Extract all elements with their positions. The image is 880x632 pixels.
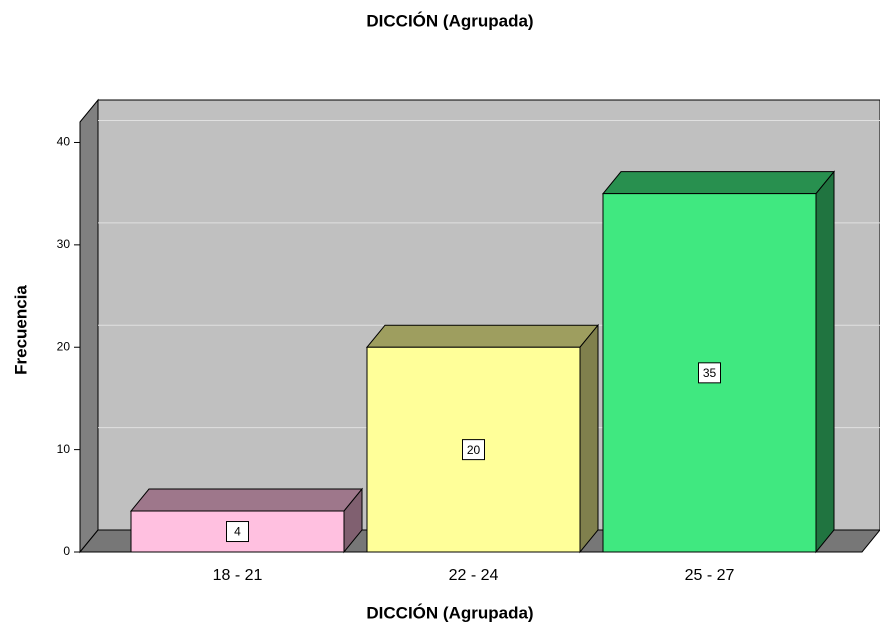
- x-tick-label: 18 - 21: [213, 567, 263, 584]
- value-label-box: [698, 362, 721, 384]
- bar-top: [601, 171, 836, 195]
- x-tick-label: 22 - 24: [449, 567, 499, 584]
- x-axis-title: DICCIÓN (Agrupada): [366, 603, 533, 622]
- value-label: 20: [467, 443, 481, 457]
- chart-title: DICCIÓN (Agrupada): [366, 11, 533, 30]
- y-tick-label: 10: [57, 442, 71, 456]
- y-tick-label: 40: [57, 135, 71, 149]
- y-tick-label: 0: [63, 544, 70, 558]
- value-label: 35: [703, 366, 717, 380]
- value-label-box: [226, 521, 249, 543]
- side-wall: [79, 98, 99, 554]
- y-tick-label: 20: [57, 339, 71, 353]
- value-label-box: [462, 439, 485, 461]
- bar: [601, 170, 836, 554]
- y-axis-title: Frecuencia: [11, 285, 30, 375]
- bar: [365, 323, 600, 554]
- bar-top: [129, 488, 364, 512]
- bar-side: [815, 170, 835, 554]
- value-label: 4: [234, 525, 241, 539]
- bar-top: [365, 324, 600, 348]
- x-tick-label: 25 - 27: [685, 567, 735, 584]
- y-tick-label: 30: [57, 237, 71, 251]
- bar-side: [579, 323, 599, 554]
- bar: [129, 487, 364, 554]
